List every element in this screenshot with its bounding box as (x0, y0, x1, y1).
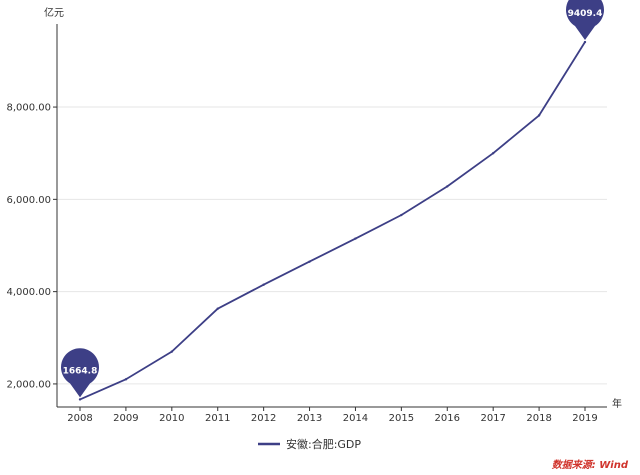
gridlines (57, 106, 607, 385)
annotation-pin (566, 0, 604, 41)
annotation-label: 9409.4 (568, 9, 603, 19)
data-point (446, 185, 449, 188)
data-point (78, 398, 82, 401)
x-tick-label: 2014 (343, 413, 368, 424)
y-axis-unit: 亿元 (44, 6, 64, 19)
annotation-label: 1664.8 (63, 366, 98, 376)
data-point (354, 237, 357, 240)
x-tick-label: 2018 (526, 413, 551, 424)
x-axis-unit: 年 (612, 397, 622, 410)
legend: 安徽:合肥:GDP (258, 437, 361, 451)
data-point (583, 40, 587, 44)
x-tick-label: 2016 (435, 413, 460, 424)
x-tick-label: 2010 (159, 413, 184, 424)
x-tick-label: 2013 (297, 413, 322, 424)
data-point (537, 114, 541, 117)
x-tick-label: 2015 (389, 413, 414, 424)
annotation-pin (61, 348, 99, 398)
series-group (78, 40, 587, 401)
y-axis-ticks: 2,000.00 4,000.00 6,000.00 8,000.00 (6, 103, 57, 390)
data-point (262, 283, 265, 286)
annotation-pins: 1664.8 9409.4 (61, 0, 604, 398)
data-point (491, 152, 495, 155)
legend-label: 安徽:合肥:GDP (286, 437, 361, 451)
x-tick-label: 2009 (113, 413, 138, 424)
x-tick-label: 2012 (251, 413, 276, 424)
y-tick-label: 6,000.00 (6, 195, 51, 206)
x-tick-label: 2017 (480, 413, 505, 424)
y-tick-label: 8,000.00 (6, 103, 51, 114)
y-tick-label: 4,000.00 (6, 287, 51, 298)
y-tick-label: 2,000.00 (6, 379, 51, 390)
data-point (216, 307, 219, 310)
data-point (170, 350, 174, 353)
x-tick-label: 2019 (572, 413, 597, 424)
x-tick-label: 2011 (205, 413, 230, 424)
x-tick-label: 2008 (67, 413, 92, 424)
data-point (400, 213, 403, 217)
series-line (79, 41, 586, 401)
data-point (124, 378, 128, 381)
x-axis-ticks: 2008 2009 2010 2011 2012 2013 2014 2015 2016 2017… (67, 407, 598, 424)
data-point (308, 260, 311, 263)
source-note: 数据来源: Wind (552, 459, 629, 471)
